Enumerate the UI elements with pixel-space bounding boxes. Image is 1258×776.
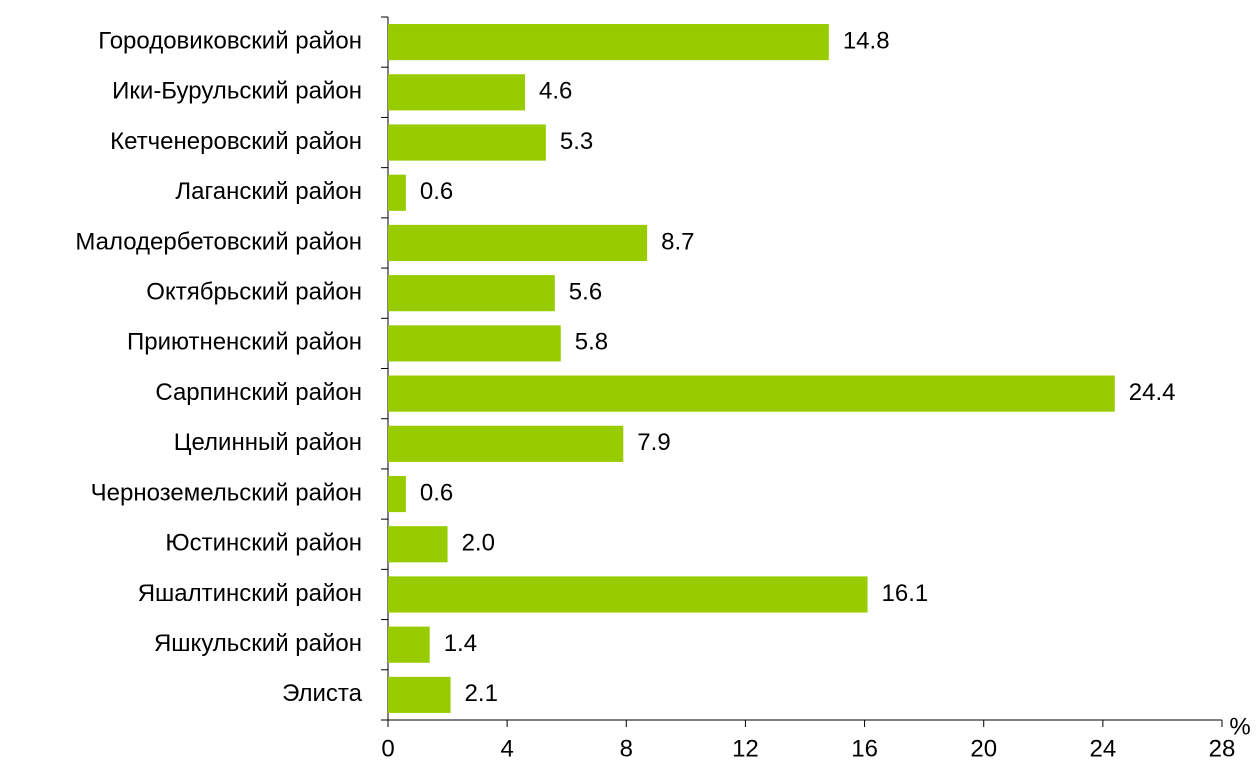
- value-label: 5.6: [569, 279, 602, 306]
- x-tick-label: 28: [1209, 735, 1236, 762]
- y-tick-label: Октябрьский район: [146, 279, 362, 306]
- y-tick-label: Ики-Бурульский район: [112, 78, 362, 105]
- value-label: 2.0: [462, 530, 495, 557]
- value-label: 2.1: [465, 680, 498, 707]
- value-label: 5.8: [575, 329, 608, 356]
- y-tick-label: Яшкульский район: [154, 630, 362, 657]
- value-label: 5.3: [560, 128, 593, 155]
- bar: [388, 375, 1115, 412]
- y-tick-label: Юстинский район: [165, 530, 362, 557]
- y-tick-label: Лаганский район: [175, 178, 362, 205]
- x-tick-label: 8: [620, 735, 633, 762]
- y-tick-label: Кетченеровский район: [110, 128, 362, 155]
- value-label: 0.6: [420, 178, 453, 205]
- y-tick-label: Малодербетовский район: [75, 228, 362, 255]
- bar: [388, 676, 451, 713]
- value-label: 4.6: [539, 78, 572, 105]
- y-tick-label: Сарпинский район: [155, 379, 362, 406]
- bar: [388, 124, 546, 161]
- x-axis-label: %: [1229, 713, 1250, 740]
- y-tick-label: Черноземельский район: [91, 479, 362, 506]
- x-tick-label: 16: [851, 735, 878, 762]
- value-label: 24.4: [1129, 379, 1176, 406]
- x-tick-label: 0: [381, 735, 394, 762]
- bar: [388, 475, 406, 513]
- x-tick-label: 20: [970, 735, 997, 762]
- y-tick-label: Яшалтинский район: [138, 580, 362, 607]
- bar: [388, 325, 561, 362]
- x-tick-label: 12: [732, 735, 759, 762]
- value-label: 8.7: [661, 228, 694, 255]
- value-label: 1.4: [444, 630, 477, 657]
- value-label: 14.8: [843, 27, 890, 54]
- y-tick-label: Приютненский район: [127, 329, 362, 356]
- bar: [388, 425, 624, 462]
- bar: [388, 24, 829, 61]
- value-label: 7.9: [637, 429, 670, 456]
- bar: [388, 74, 526, 111]
- y-tick-label: Городовиковский район: [98, 27, 362, 54]
- bar: [388, 526, 448, 563]
- bar: [388, 626, 430, 663]
- y-tick-label: Целинный район: [174, 429, 362, 456]
- y-tick-label: Элиста: [282, 680, 363, 707]
- bar: [388, 275, 555, 312]
- bar: [388, 224, 648, 262]
- x-tick-label: 4: [500, 735, 513, 762]
- bar: [388, 174, 406, 211]
- value-label: 16.1: [882, 580, 929, 607]
- bar: [388, 576, 868, 613]
- value-label: 0.6: [420, 479, 453, 506]
- x-tick-label: 24: [1090, 735, 1117, 762]
